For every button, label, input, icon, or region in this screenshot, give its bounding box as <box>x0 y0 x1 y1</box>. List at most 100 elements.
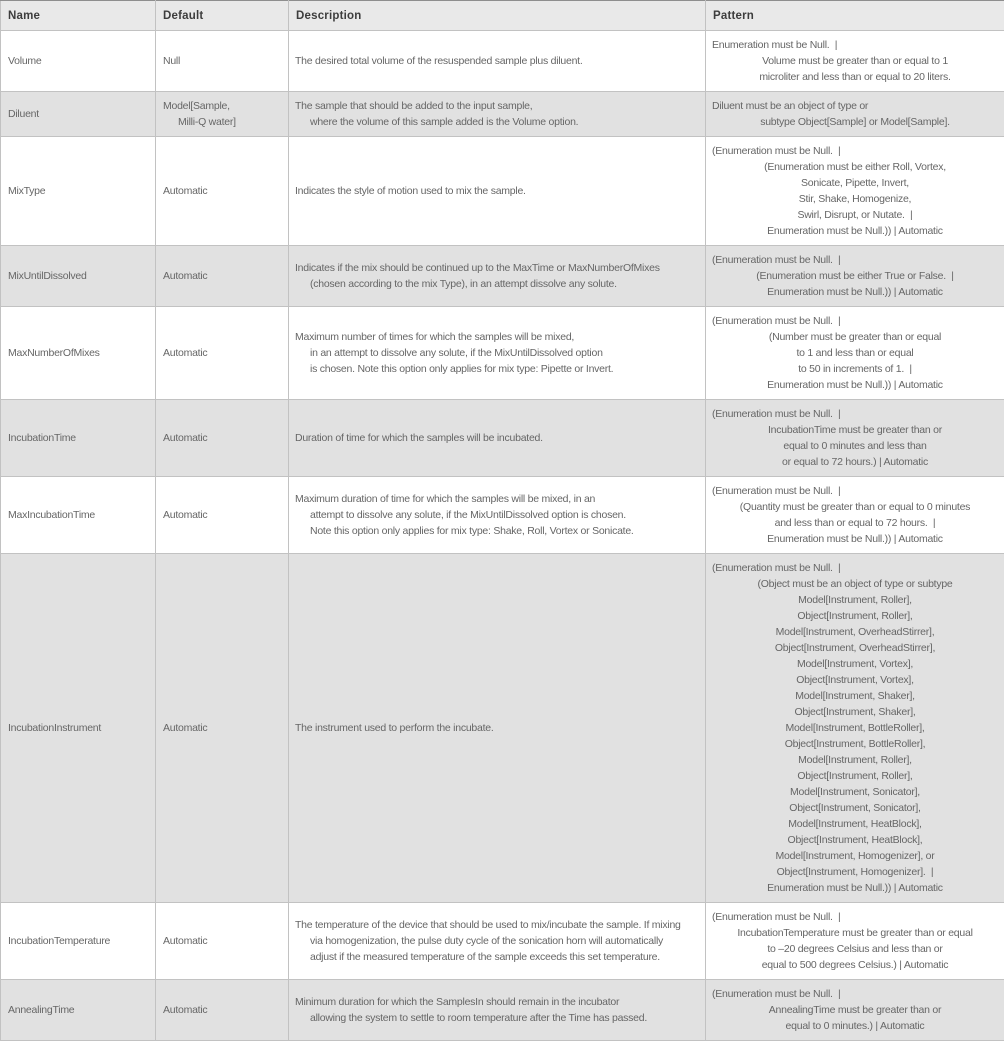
text-line: and less than or equal to 72 hours. | <box>712 515 998 531</box>
table-row: AnnealingTime Automatic Minimum duration f… <box>1 980 1004 1041</box>
table-body: Volume Null The desired total volume of th… <box>1 31 1004 1041</box>
option-description-cell: Indicates if the mix should be continued… <box>289 246 706 307</box>
text-line: Indicates if the mix should be continued… <box>295 260 699 276</box>
option-description-cell: The temperature of the device that shoul… <box>289 903 706 980</box>
option-name-cell: MaxNumberOfMixes <box>1 307 156 400</box>
text-line: via homogenization, the pulse duty cycle… <box>295 933 699 949</box>
table-row: MixUntilDissolved Automatic Indicates if t… <box>1 246 1004 307</box>
text-line: Model[Instrument, Sonicator], <box>712 784 998 800</box>
option-name-cell: MixUntilDissolved <box>1 246 156 307</box>
text-line: IncubationTemperature <box>8 933 149 949</box>
option-pattern-cell: (Enumeration must be Null. |IncubationTi… <box>706 400 1004 477</box>
option-default-cell: Model[Sample,Milli-Q water] <box>156 92 289 137</box>
text-line: Model[Instrument, BottleRoller], <box>712 720 998 736</box>
option-name-cell: Volume <box>1 31 156 92</box>
text-line: Sonicate, Pipette, Invert, <box>712 175 998 191</box>
text-line: (Enumeration must be Null. | <box>712 909 998 925</box>
option-pattern-cell: (Enumeration must be Null. |(Quantity mu… <box>706 477 1004 554</box>
text-line: is chosen. Note this option only applies… <box>295 361 699 377</box>
option-default-cell: Automatic <box>156 554 289 903</box>
text-line: IncubationTime must be greater than or <box>712 422 998 438</box>
text-line: Automatic <box>163 507 282 523</box>
option-pattern-cell: (Enumeration must be Null. |(Enumeration… <box>706 137 1004 246</box>
text-line: Automatic <box>163 268 282 284</box>
text-line: (Enumeration must be Null. | <box>712 313 998 329</box>
option-default-cell: Automatic <box>156 400 289 477</box>
option-pattern-cell: Enumeration must be Null. |Volume must b… <box>706 31 1004 92</box>
text-line: Model[Instrument, Roller], <box>712 592 998 608</box>
option-default-cell: Automatic <box>156 903 289 980</box>
text-line: Model[Instrument, Homogenizer], or <box>712 848 998 864</box>
text-line: to 50 in increments of 1. | <box>712 361 998 377</box>
text-line: Enumeration must be Null.)) | Automatic <box>712 531 998 547</box>
option-description-cell: Minimum duration for which the SamplesIn… <box>289 980 706 1041</box>
option-name-cell: IncubationInstrument <box>1 554 156 903</box>
option-description-cell: The sample that should be added to the i… <box>289 92 706 137</box>
option-name-cell: IncubationTemperature <box>1 903 156 980</box>
text-line: Model[Instrument, HeatBlock], <box>712 816 998 832</box>
column-header-description: Description <box>289 1 706 31</box>
text-line: attempt to dissolve any solute, if the M… <box>295 507 699 523</box>
table-row: MixType Automatic Indicates the style of m… <box>1 137 1004 246</box>
text-line: or equal to 72 hours.) | Automatic <box>712 454 998 470</box>
text-line: (Enumeration must be Null. | <box>712 252 998 268</box>
text-line: Volume must be greater than or equal to … <box>712 53 998 69</box>
text-line: Maximum number of times for which the sa… <box>295 329 699 345</box>
text-line: (Number must be greater than or equal <box>712 329 998 345</box>
table-row: Volume Null The desired total volume of th… <box>1 31 1004 92</box>
text-line: adjust if the measured temperature of th… <box>295 949 699 965</box>
text-line: (chosen according to the mix Type), in a… <box>295 276 699 292</box>
option-description-cell: Indicates the style of motion used to mi… <box>289 137 706 246</box>
text-line: Swirl, Disrupt, or Nutate. | <box>712 207 998 223</box>
text-line: Enumeration must be Null.)) | Automatic <box>712 377 998 393</box>
text-line: Diluent <box>8 106 149 122</box>
option-description-cell: The desired total volume of the resuspen… <box>289 31 706 92</box>
text-line: Model[Instrument, Shaker], <box>712 688 998 704</box>
text-line: AnnealingTime <box>8 1002 149 1018</box>
text-line: MaxIncubationTime <box>8 507 149 523</box>
option-pattern-cell: (Enumeration must be Null. |AnnealingTim… <box>706 980 1004 1041</box>
option-default-cell: Automatic <box>156 477 289 554</box>
text-line: IncubationInstrument <box>8 720 149 736</box>
text-line: equal to 0 minutes and less than <box>712 438 998 454</box>
option-name-cell: MixType <box>1 137 156 246</box>
option-default-cell: Automatic <box>156 307 289 400</box>
text-line: MaxNumberOfMixes <box>8 345 149 361</box>
text-line: Object[Instrument, Vortex], <box>712 672 998 688</box>
text-line: Stir, Shake, Homogenize, <box>712 191 998 207</box>
option-pattern-cell: (Enumeration must be Null. |(Object must… <box>706 554 1004 903</box>
option-default-cell: Automatic <box>156 246 289 307</box>
option-default-cell: Automatic <box>156 137 289 246</box>
option-pattern-cell: (Enumeration must be Null. |(Number must… <box>706 307 1004 400</box>
option-description-cell: The instrument used to perform the incub… <box>289 554 706 903</box>
text-line: Indicates the style of motion used to mi… <box>295 183 699 199</box>
option-pattern-cell: (Enumeration must be Null. |(Enumeration… <box>706 246 1004 307</box>
text-line: Object[Instrument, HeatBlock], <box>712 832 998 848</box>
text-line: Object[Instrument, Roller], <box>712 608 998 624</box>
table-row: MaxNumberOfMixes Automatic Maximum number … <box>1 307 1004 400</box>
text-line: Model[Sample, <box>163 98 282 114</box>
column-header-name: Name <box>1 1 156 31</box>
text-line: IncubationTemperature must be greater th… <box>712 925 998 941</box>
option-pattern-cell: (Enumeration must be Null. |IncubationTe… <box>706 903 1004 980</box>
text-line: (Enumeration must be Null. | <box>712 986 998 1002</box>
option-description-cell: Maximum duration of time for which the s… <box>289 477 706 554</box>
text-line: Minimum duration for which the SamplesIn… <box>295 994 699 1010</box>
text-line: Automatic <box>163 183 282 199</box>
text-line: allowing the system to settle to room te… <box>295 1010 699 1026</box>
text-line: (Quantity must be greater than or equal … <box>712 499 998 515</box>
text-line: (Enumeration must be Null. | <box>712 143 998 159</box>
text-line: Null <box>163 53 282 69</box>
text-line: Note this option only applies for mix ty… <box>295 523 699 539</box>
text-line: to –20 degrees Celsius and less than or <box>712 941 998 957</box>
text-line: Object[Instrument, Sonicator], <box>712 800 998 816</box>
text-line: Enumeration must be Null.)) | Automatic <box>712 880 998 896</box>
text-line: Enumeration must be Null.)) | Automatic <box>712 284 998 300</box>
text-line: Automatic <box>163 1002 282 1018</box>
column-header-default: Default <box>156 1 289 31</box>
